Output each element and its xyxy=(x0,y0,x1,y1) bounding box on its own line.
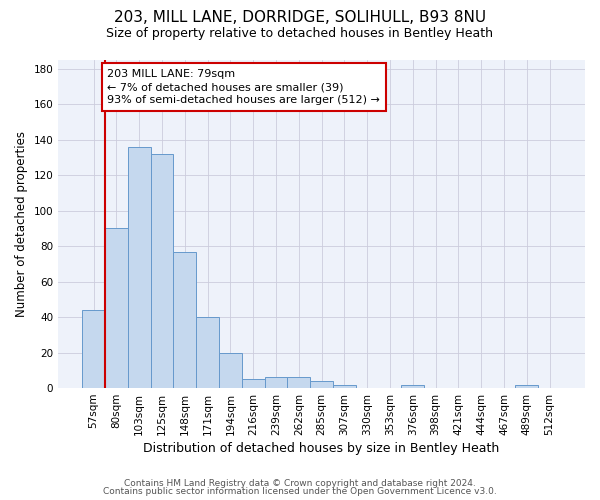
Bar xyxy=(219,352,242,388)
Text: 203 MILL LANE: 79sqm
← 7% of detached houses are smaller (39)
93% of semi-detach: 203 MILL LANE: 79sqm ← 7% of detached ho… xyxy=(107,69,380,106)
Bar xyxy=(82,310,105,388)
Bar xyxy=(310,381,333,388)
Bar xyxy=(196,317,219,388)
Bar xyxy=(242,379,265,388)
Text: Contains public sector information licensed under the Open Government Licence v3: Contains public sector information licen… xyxy=(103,487,497,496)
Y-axis label: Number of detached properties: Number of detached properties xyxy=(15,131,28,317)
X-axis label: Distribution of detached houses by size in Bentley Heath: Distribution of detached houses by size … xyxy=(143,442,500,455)
Bar xyxy=(105,228,128,388)
Text: 203, MILL LANE, DORRIDGE, SOLIHULL, B93 8NU: 203, MILL LANE, DORRIDGE, SOLIHULL, B93 … xyxy=(114,10,486,25)
Bar xyxy=(287,378,310,388)
Bar xyxy=(515,384,538,388)
Bar xyxy=(173,252,196,388)
Bar xyxy=(401,384,424,388)
Bar xyxy=(128,147,151,388)
Bar xyxy=(333,384,356,388)
Bar xyxy=(265,378,287,388)
Bar xyxy=(151,154,173,388)
Text: Size of property relative to detached houses in Bentley Heath: Size of property relative to detached ho… xyxy=(107,28,493,40)
Text: Contains HM Land Registry data © Crown copyright and database right 2024.: Contains HM Land Registry data © Crown c… xyxy=(124,478,476,488)
